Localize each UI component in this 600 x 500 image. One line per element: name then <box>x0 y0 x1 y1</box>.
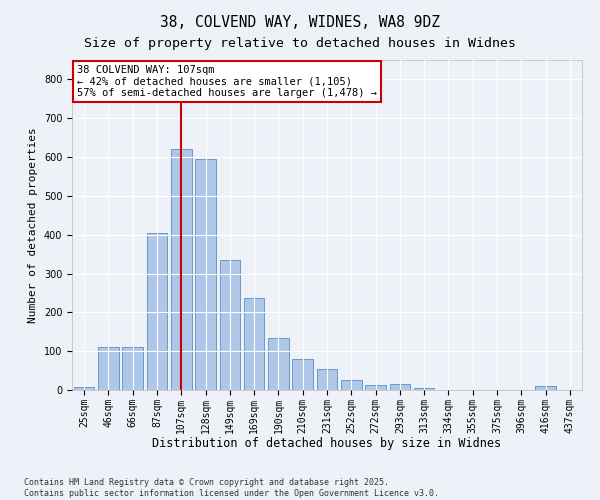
Text: Size of property relative to detached houses in Widnes: Size of property relative to detached ho… <box>84 38 516 51</box>
Bar <box>171 150 191 390</box>
Bar <box>341 380 362 390</box>
Text: Contains HM Land Registry data © Crown copyright and database right 2025.
Contai: Contains HM Land Registry data © Crown c… <box>24 478 439 498</box>
Y-axis label: Number of detached properties: Number of detached properties <box>28 127 38 323</box>
Bar <box>365 385 386 390</box>
Bar <box>268 338 289 390</box>
Bar <box>220 260 240 390</box>
Bar <box>98 348 119 390</box>
Bar <box>414 388 434 390</box>
Bar <box>292 359 313 390</box>
Text: 38 COLVEND WAY: 107sqm
← 42% of detached houses are smaller (1,105)
57% of semi-: 38 COLVEND WAY: 107sqm ← 42% of detached… <box>77 65 377 98</box>
Bar <box>389 384 410 390</box>
Bar <box>195 159 216 390</box>
Bar <box>244 298 265 390</box>
Bar <box>535 386 556 390</box>
Bar <box>74 387 94 390</box>
Bar <box>146 233 167 390</box>
Text: 38, COLVEND WAY, WIDNES, WA8 9DZ: 38, COLVEND WAY, WIDNES, WA8 9DZ <box>160 15 440 30</box>
Bar <box>317 368 337 390</box>
Bar <box>122 348 143 390</box>
X-axis label: Distribution of detached houses by size in Widnes: Distribution of detached houses by size … <box>152 437 502 450</box>
